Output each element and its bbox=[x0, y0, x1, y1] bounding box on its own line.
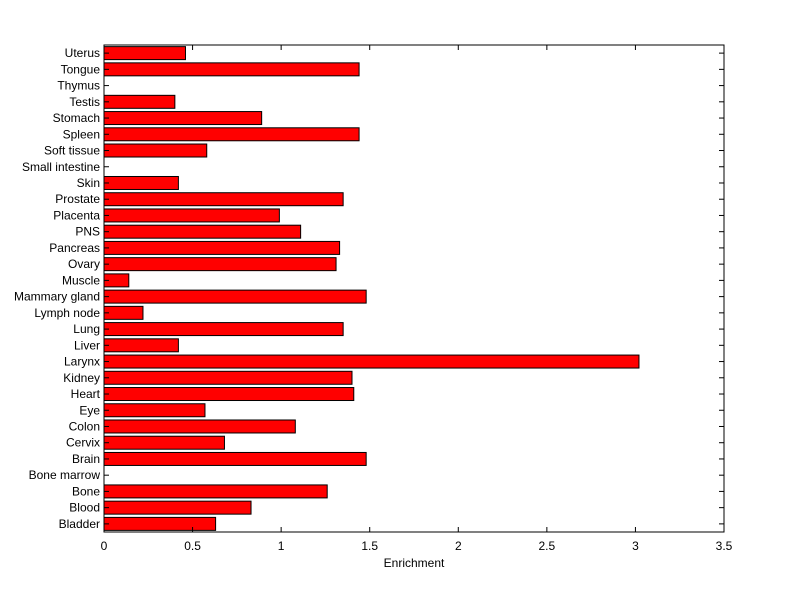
y-tick-label: Uterus bbox=[65, 46, 100, 60]
y-tick-label: Bladder bbox=[59, 517, 100, 531]
bar-spleen bbox=[103, 127, 360, 142]
y-tick-label: Heart bbox=[71, 387, 101, 401]
bar-bladder bbox=[103, 516, 217, 531]
x-tick-label: 0.5 bbox=[184, 539, 201, 553]
y-tick-label: Tongue bbox=[61, 62, 101, 76]
bar-pancreas bbox=[103, 240, 341, 255]
bar-cervix bbox=[103, 435, 225, 450]
y-tick-label: PNS bbox=[75, 225, 100, 239]
y-tick-label: Thymus bbox=[57, 79, 100, 93]
plot-frame bbox=[103, 44, 725, 533]
bar-mammary-gland bbox=[103, 289, 367, 304]
bar-pns bbox=[103, 224, 302, 239]
y-tick-label: Larynx bbox=[64, 355, 100, 369]
x-ticks-group: 0 0.5 1 1.5 2 2.5 3 3.5 bbox=[101, 45, 733, 553]
y-tick-label: Small intestine bbox=[22, 160, 100, 174]
y-tick-label: Mammary gland bbox=[14, 290, 100, 304]
bar-stomach bbox=[103, 111, 263, 126]
bar-colon bbox=[103, 419, 296, 434]
y-tick-label: Blood bbox=[69, 501, 100, 515]
bar-prostate bbox=[103, 192, 344, 207]
bar-larynx bbox=[103, 354, 640, 369]
y-tick-label: Soft tissue bbox=[44, 144, 100, 158]
x-tick-label: 3.5 bbox=[716, 539, 733, 553]
y-tick-label: Placenta bbox=[53, 208, 100, 222]
y-tick-label: Lymph node bbox=[34, 306, 100, 320]
bars-group bbox=[103, 46, 640, 531]
y-tick-label: Bone marrow bbox=[29, 468, 101, 482]
x-tick-label: 2.5 bbox=[539, 539, 556, 553]
y-tick-label: Muscle bbox=[62, 273, 100, 287]
bar-bone bbox=[103, 484, 328, 499]
y-tick-label: Testis bbox=[69, 95, 100, 109]
bar-uterus bbox=[103, 46, 186, 61]
x-tick-label: 3 bbox=[632, 539, 639, 553]
y-tick-label: Cervix bbox=[66, 436, 100, 450]
y-tick-label: Spleen bbox=[63, 127, 100, 141]
y-tick-label: Colon bbox=[69, 419, 100, 433]
bar-kidney bbox=[103, 370, 353, 385]
bar-heart bbox=[103, 387, 355, 402]
bar-liver bbox=[103, 338, 179, 353]
bar-brain bbox=[103, 451, 367, 466]
y-tick-label: Lung bbox=[73, 322, 100, 336]
y-tick-label: Ovary bbox=[68, 257, 100, 271]
y-tick-label: Liver bbox=[74, 338, 100, 352]
bar-lymph-node bbox=[103, 305, 144, 320]
x-tick-label: 2 bbox=[455, 539, 462, 553]
bar-ovary bbox=[103, 257, 337, 272]
x-tick-label: 1 bbox=[278, 539, 285, 553]
x-tick-label: 1.5 bbox=[361, 539, 378, 553]
bar-testis bbox=[103, 94, 176, 109]
bar-blood bbox=[103, 500, 252, 515]
bar-eye bbox=[103, 403, 206, 418]
y-tick-label: Kidney bbox=[63, 371, 100, 385]
y-ticks-group: Uterus Tongue Thymus Testis Stomach Spleen Sof… bbox=[14, 46, 724, 531]
y-tick-label: Bone bbox=[72, 484, 100, 498]
y-tick-label: Brain bbox=[72, 452, 100, 466]
y-tick-label: Stomach bbox=[53, 111, 100, 125]
y-tick-label: Eye bbox=[79, 403, 100, 417]
x-tick-label: 0 bbox=[101, 539, 108, 553]
bar-placenta bbox=[103, 208, 280, 223]
y-tick-label: Skin bbox=[77, 176, 100, 190]
bar-lung bbox=[103, 322, 344, 337]
bar-soft-tissue bbox=[103, 143, 208, 158]
y-tick-label: Prostate bbox=[55, 192, 100, 206]
bar-tongue bbox=[103, 62, 360, 77]
x-axis-label: Enrichment bbox=[384, 556, 445, 570]
y-tick-label: Pancreas bbox=[49, 241, 100, 255]
bar-skin bbox=[103, 175, 179, 190]
